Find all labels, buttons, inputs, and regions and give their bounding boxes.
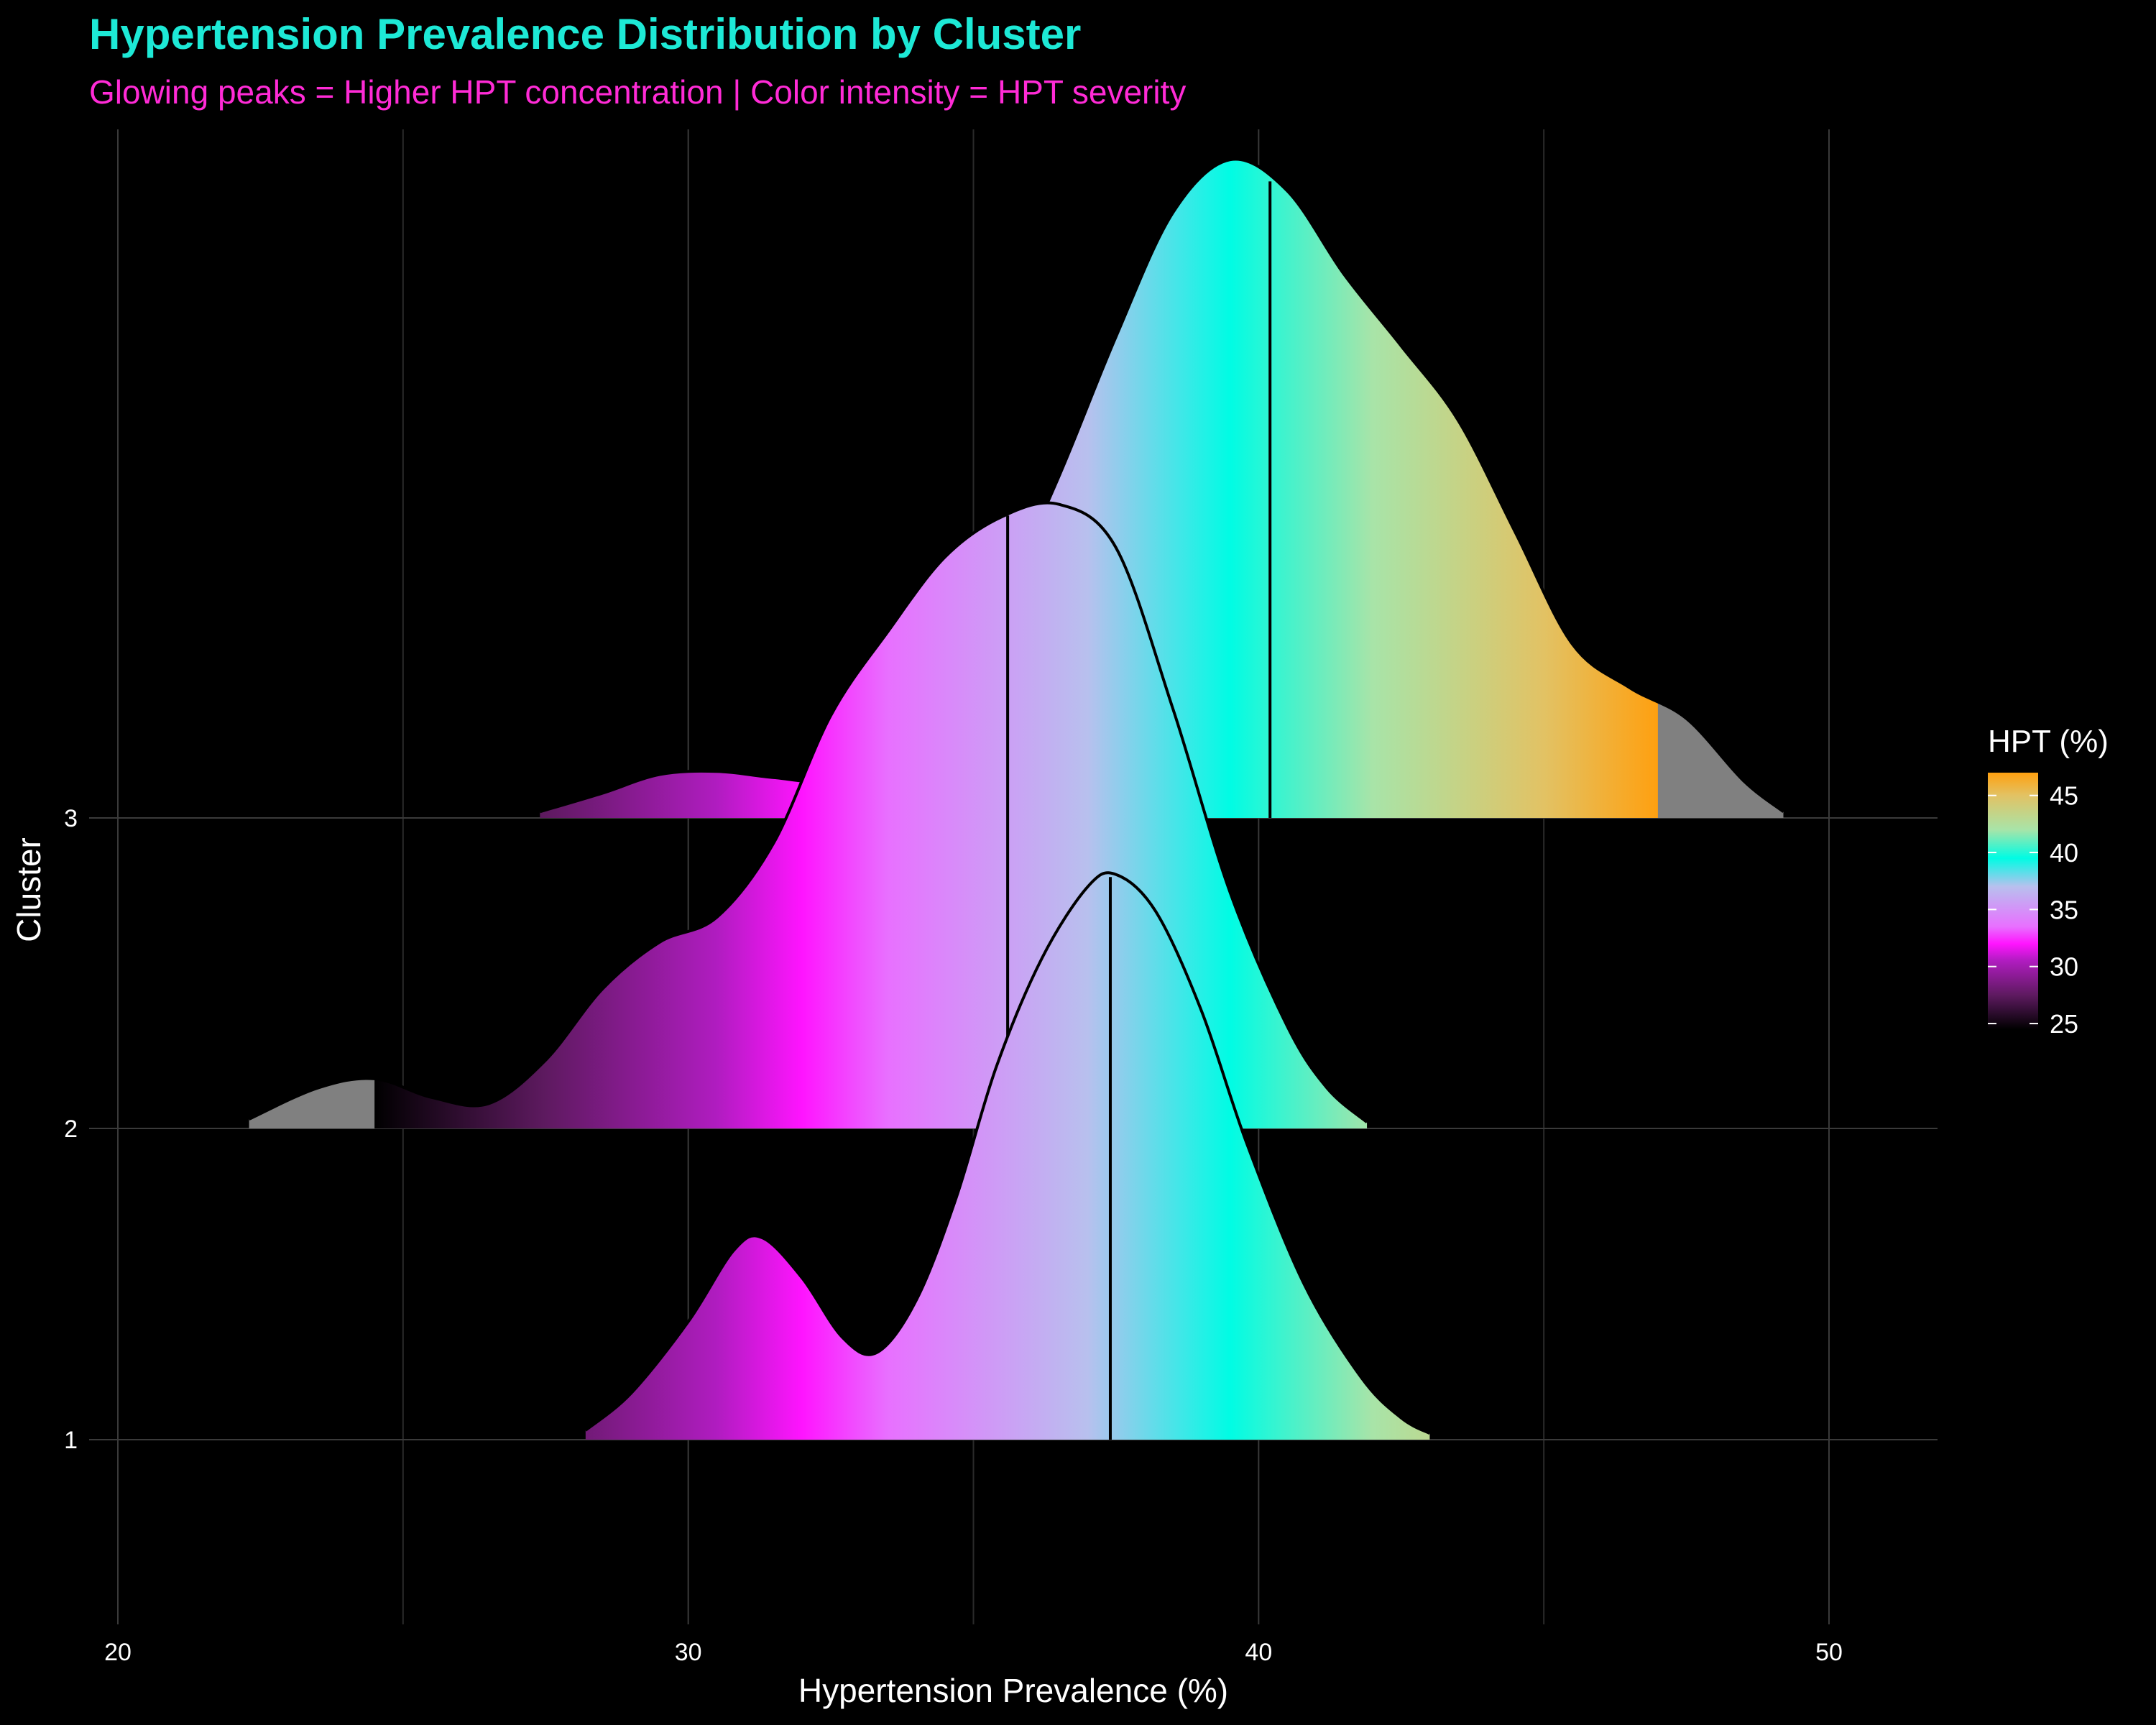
y-tick-label: 2 xyxy=(64,1116,78,1143)
chart-subtitle: Glowing peaks = Higher HPT concentration… xyxy=(89,73,1186,111)
y-tick-label: 1 xyxy=(64,1427,78,1454)
legend: HPT (%) 45 40 35 30 25 xyxy=(1988,724,2109,1039)
x-tick-label: 50 xyxy=(1815,1639,1843,1666)
chart-title: Hypertension Prevalence Distribution by … xyxy=(89,10,1081,58)
axes: 20 30 40 50 1 2 3 xyxy=(64,805,1843,1666)
ridge-outline xyxy=(539,157,1784,814)
x-tick-label: 20 xyxy=(104,1639,132,1666)
legend-title: HPT (%) xyxy=(1988,724,2109,759)
legend-tick-label: 25 xyxy=(2050,1009,2078,1039)
x-axis-title: Hypertension Prevalence (%) xyxy=(798,1672,1228,1709)
y-tick-label: 3 xyxy=(64,805,78,832)
x-tick-label: 40 xyxy=(1245,1639,1272,1666)
ridge-outline xyxy=(584,871,1431,1435)
ridge-outline xyxy=(248,501,1368,1123)
legend-tick-label: 40 xyxy=(2050,838,2078,868)
legend-tick-label: 35 xyxy=(2050,895,2078,924)
x-tick-label: 30 xyxy=(675,1639,702,1666)
legend-tick-label: 45 xyxy=(2050,781,2078,811)
legend-colorbar xyxy=(1988,773,2038,1029)
y-axis-title: Cluster xyxy=(10,837,47,942)
legend-tick-label: 30 xyxy=(2050,952,2078,982)
